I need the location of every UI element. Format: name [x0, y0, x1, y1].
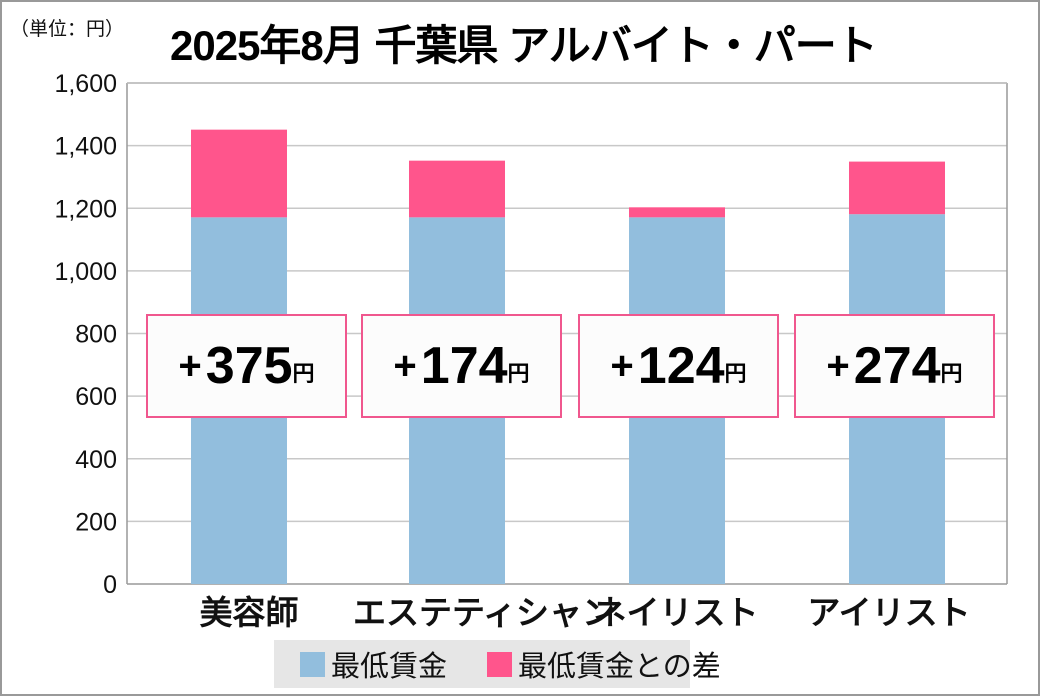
- plus-sign: +: [178, 343, 202, 388]
- plus-sign: +: [610, 343, 634, 388]
- category-label: 美容師: [199, 594, 299, 631]
- difference-value: 375: [205, 337, 293, 395]
- category-label: エステティシャン: [353, 594, 616, 631]
- bar-diff: [191, 129, 287, 218]
- unit-label: （単位：円）: [10, 19, 125, 40]
- yen-unit: 円: [292, 361, 315, 386]
- bar-diff: [409, 160, 505, 218]
- y-tick-label: 800: [75, 321, 117, 349]
- difference-label-box: +375 円: [146, 314, 347, 418]
- bar-diff: [849, 161, 945, 215]
- yen-unit: 円: [940, 361, 963, 386]
- yen-unit: 円: [724, 361, 747, 386]
- category-label: アイリスト: [807, 594, 971, 631]
- legend-swatch: [487, 651, 513, 677]
- plus-sign: +: [393, 343, 417, 388]
- category-label: ネイリスト: [593, 594, 759, 631]
- difference-label-box: +124 円: [578, 314, 779, 418]
- y-tick-label: 1,400: [54, 133, 117, 161]
- legend: 最低賃金 最低賃金との差: [274, 640, 721, 688]
- y-tick-label: 400: [75, 446, 117, 474]
- y-tick-label: 1,600: [54, 70, 117, 98]
- y-tick-label: 1,200: [54, 195, 117, 223]
- difference-label-box: +174 円: [361, 314, 562, 418]
- y-tick-label: 1,000: [54, 258, 117, 286]
- y-tick-label: 600: [75, 383, 117, 411]
- yen-unit: 円: [507, 361, 530, 386]
- legend-item-min-wage: 最低賃金: [300, 643, 447, 685]
- difference-value: 124: [637, 337, 725, 395]
- difference-value: 174: [420, 337, 508, 395]
- difference-label-box: +274 円: [794, 314, 995, 418]
- legend-label: 最低賃金: [331, 651, 448, 683]
- legend-label: 最低賃金との差: [518, 651, 721, 683]
- y-tick-label: 200: [75, 508, 117, 536]
- difference-value: 274: [853, 337, 941, 395]
- legend-item-diff: 最低賃金との差: [487, 643, 721, 685]
- chart-title: 2025年8月 千葉県 アルバイト・パート: [170, 22, 878, 69]
- legend-swatch: [300, 651, 325, 677]
- plus-sign: +: [826, 343, 850, 388]
- bar-diff: [629, 207, 725, 218]
- y-tick-label: 0: [103, 571, 117, 599]
